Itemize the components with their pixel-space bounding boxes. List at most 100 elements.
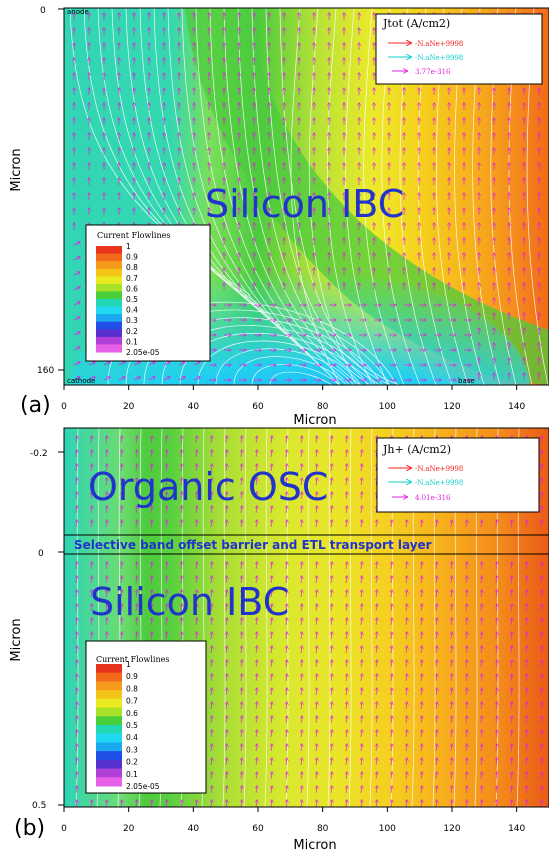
vector-arrow (241, 618, 242, 626)
vector-arrow (106, 632, 107, 640)
x-tick-label: 80 (317, 824, 329, 834)
panel-a: anode cathode base Silicon IBC 0 160 Mic… (0, 0, 549, 425)
vector-arrow (151, 618, 152, 626)
vector-arrow (376, 618, 377, 626)
vector-arrow (271, 786, 272, 794)
vector-arrow (466, 520, 467, 528)
vector-arrow (271, 800, 272, 808)
vector-arrow (301, 492, 302, 500)
vector-arrow (376, 702, 377, 710)
streamline (369, 427, 373, 808)
vector-arrow (271, 492, 272, 500)
vector-arrow (376, 688, 377, 696)
vector-arrow (436, 646, 437, 654)
vector-arrow (271, 464, 272, 472)
streamline (243, 427, 247, 808)
vector-arrow (511, 730, 512, 738)
colorbar-swatch (96, 246, 122, 255)
vector-arrow (121, 506, 122, 514)
streamline (290, 8, 341, 385)
colorbar-swatch (96, 321, 122, 330)
vector-arrow (316, 492, 317, 500)
vector-arrow (211, 618, 212, 626)
vector-arrow (211, 590, 212, 598)
vector-arrow (376, 660, 377, 668)
colorbar-swatch (96, 329, 122, 338)
vector-arrow (511, 688, 512, 696)
colorbar-swatch (96, 759, 122, 770)
vector-arrow (196, 450, 197, 458)
vector-arrow (331, 450, 332, 458)
vector-arrow (271, 702, 272, 710)
vector-legend-entry: -N.aNe+9998 (415, 465, 463, 473)
vector-arrow (361, 702, 362, 710)
vector-arrow (256, 772, 257, 780)
colorbar-level-label: 1 (126, 242, 131, 251)
vector-arrow (241, 688, 242, 696)
vector-arrow (346, 562, 347, 570)
vector-arrow (151, 576, 152, 584)
vector-arrow (241, 744, 242, 752)
vector-arrow (166, 436, 167, 444)
colorbar-swatch (96, 768, 122, 778)
vector-arrow (286, 604, 287, 612)
vector-arrow (76, 730, 77, 738)
vector-arrow (391, 730, 392, 738)
vector-arrow (421, 758, 422, 766)
vector-arrow (331, 772, 332, 780)
vector-arrow (346, 436, 347, 444)
vector-arrow (316, 800, 317, 808)
vector-arrow (166, 800, 167, 808)
vector-arrow (391, 520, 392, 528)
colorbar-level-label: 0.4 (126, 306, 138, 315)
vector-arrow (391, 632, 392, 640)
vector-arrow (406, 786, 407, 794)
colorbar-level-label: 0.5 (126, 721, 138, 730)
vector-arrow (211, 562, 212, 570)
vector-arrow (301, 800, 302, 808)
vector-arrow (526, 562, 527, 570)
colorbar-level-label: 0.3 (126, 745, 138, 754)
vector-arrow (196, 800, 197, 808)
anode-label: anode (67, 8, 89, 16)
x-tick-label: 80 (317, 402, 329, 412)
panel-b-y-title: Micron (9, 618, 24, 661)
vector-arrow (361, 716, 362, 724)
streamline (181, 8, 331, 376)
vector-arrow (136, 464, 137, 472)
vector-arrow (166, 450, 167, 458)
vector-arrow (406, 632, 407, 640)
vector-arrow (136, 450, 137, 458)
vector-arrow (73, 287, 80, 291)
vector-arrow (496, 800, 497, 808)
streamline (251, 363, 340, 385)
y-tick-label: 0 (38, 549, 44, 559)
vector-arrow (481, 520, 482, 528)
vector-arrow (286, 450, 287, 458)
vector-arrow (76, 450, 77, 458)
vector-arrow (73, 272, 80, 276)
vector-arrow (406, 758, 407, 766)
vector-arrow (541, 772, 542, 780)
vector-arrow (421, 716, 422, 724)
vector-arrow (211, 632, 212, 640)
vector-arrow (316, 506, 317, 514)
vector-arrow (166, 590, 167, 598)
barrier-text: Selective band offset barrier and ETL tr… (74, 538, 432, 552)
vector-arrow (106, 450, 107, 458)
vector-arrow (301, 632, 302, 640)
vector-arrow (301, 464, 302, 472)
vector-arrow (496, 758, 497, 766)
vector-arrow (301, 604, 302, 612)
vector-arrow (196, 478, 197, 486)
vector-arrow (511, 702, 512, 710)
vector-arrow (376, 800, 377, 808)
vector-arrow (256, 660, 257, 668)
vector-arrow (256, 464, 257, 472)
vector-arrow (436, 576, 437, 584)
vector-arrow (346, 716, 347, 724)
vector-arrow (331, 520, 332, 528)
vector-arrow (496, 632, 497, 640)
vector-arrow (466, 786, 467, 794)
panel-a-plot: anode cathode base Silicon IBC 0 160 Mic… (9, 6, 549, 425)
